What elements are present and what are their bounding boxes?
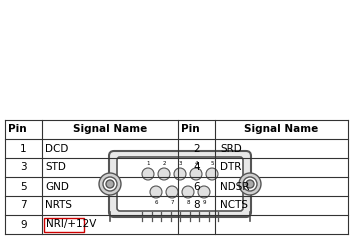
- Text: Pin: Pin: [8, 124, 27, 135]
- Text: 5: 5: [210, 161, 214, 166]
- Text: 8: 8: [193, 201, 200, 211]
- FancyBboxPatch shape: [117, 157, 243, 211]
- Text: SRD: SRD: [220, 144, 242, 153]
- Circle shape: [206, 168, 218, 180]
- Text: 3: 3: [20, 162, 27, 173]
- Text: 4: 4: [194, 161, 198, 166]
- Bar: [44, 218, 84, 232]
- Circle shape: [198, 186, 210, 198]
- Circle shape: [239, 173, 261, 195]
- Text: 1: 1: [20, 144, 27, 153]
- Text: NDSR: NDSR: [220, 182, 249, 191]
- Text: DTR: DTR: [220, 162, 241, 173]
- Text: 2: 2: [162, 161, 166, 166]
- Text: 3: 3: [178, 161, 182, 166]
- Text: STD: STD: [45, 162, 66, 173]
- Circle shape: [243, 177, 257, 191]
- Circle shape: [174, 168, 186, 180]
- Text: GND: GND: [45, 182, 69, 191]
- Text: Pin: Pin: [181, 124, 200, 135]
- Text: 6: 6: [154, 200, 158, 205]
- Circle shape: [99, 173, 121, 195]
- Text: Signal Name: Signal Name: [244, 124, 319, 135]
- Circle shape: [190, 168, 202, 180]
- Text: 2: 2: [193, 144, 200, 153]
- Circle shape: [182, 186, 194, 198]
- Text: 4: 4: [193, 162, 200, 173]
- Text: NRI/+12V: NRI/+12V: [46, 219, 96, 229]
- Text: 5: 5: [20, 182, 27, 191]
- Circle shape: [246, 180, 254, 188]
- Circle shape: [142, 168, 154, 180]
- Circle shape: [103, 177, 117, 191]
- Text: 7: 7: [20, 201, 27, 211]
- Text: DCD: DCD: [45, 144, 68, 153]
- Text: 7: 7: [170, 200, 174, 205]
- Circle shape: [150, 186, 162, 198]
- Text: Signal Name: Signal Name: [73, 124, 147, 135]
- Text: 6: 6: [193, 182, 200, 191]
- Circle shape: [106, 180, 114, 188]
- Circle shape: [158, 168, 170, 180]
- Text: 9: 9: [202, 200, 206, 205]
- Text: 9: 9: [20, 219, 27, 229]
- Text: NCTS: NCTS: [220, 201, 248, 211]
- FancyBboxPatch shape: [109, 151, 251, 217]
- Text: NRTS: NRTS: [45, 201, 72, 211]
- Circle shape: [166, 186, 178, 198]
- Text: 1: 1: [146, 161, 150, 166]
- Text: 8: 8: [186, 200, 190, 205]
